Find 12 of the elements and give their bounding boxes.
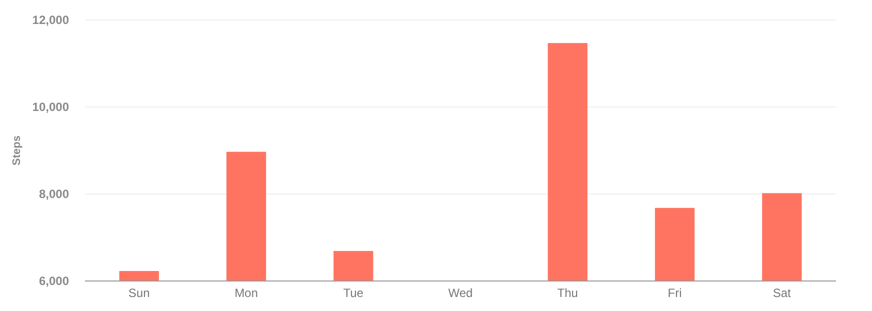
y-tick-label: 10,000 [32, 100, 70, 114]
y-tick-label: 6,000 [38, 274, 70, 288]
y-axis-title: Steps [11, 136, 23, 166]
y-tick-label: 8,000 [38, 187, 70, 202]
x-tick-label: Mon [234, 286, 258, 300]
x-tick-label: Tue [343, 286, 364, 300]
x-tick-label: Wed [448, 286, 473, 300]
x-tick-label: Sat [772, 286, 792, 300]
y-tick-label: 12,000 [32, 13, 70, 28]
x-tick-label: Sun [128, 286, 150, 300]
x-tick-label: Fri [668, 286, 682, 300]
x-tick-label: Thu [557, 286, 578, 300]
